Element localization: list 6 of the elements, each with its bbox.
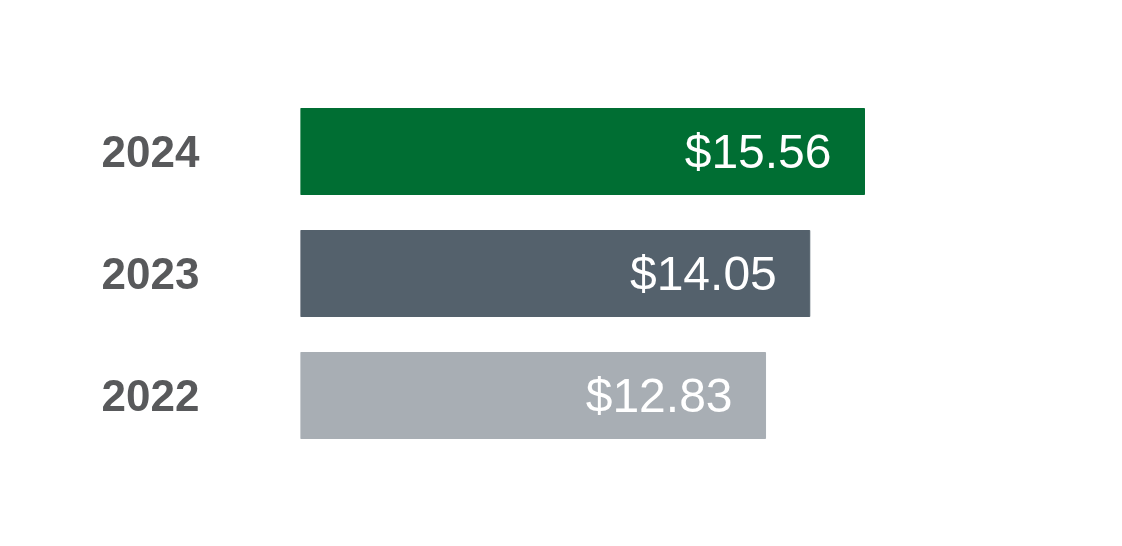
y-tick-label: 2023 (101, 249, 200, 298)
data-label: $14.05 (629, 247, 777, 300)
data-label: $15.56 (684, 125, 832, 178)
data-label: $12.83 (585, 369, 733, 422)
y-tick-label: 2024 (101, 127, 201, 176)
y-tick-label: 2022 (101, 371, 200, 420)
